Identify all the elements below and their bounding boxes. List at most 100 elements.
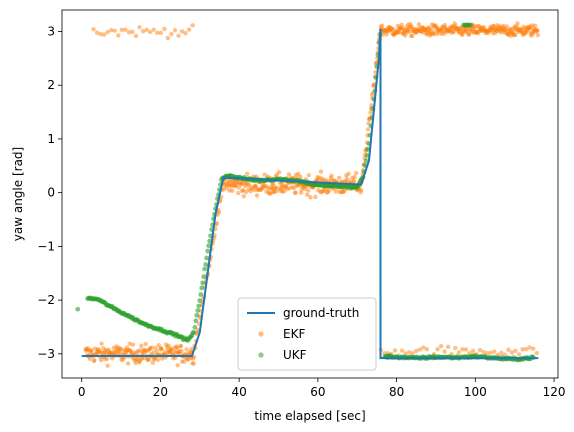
ekf-point — [516, 352, 522, 357]
ekf-point — [101, 32, 107, 37]
y-axis-label: yaw angle [rad] — [11, 147, 25, 241]
ekf-point — [176, 33, 181, 38]
ekf-point — [98, 358, 104, 363]
ekf-point — [99, 341, 104, 346]
ekf-point — [109, 27, 114, 33]
ekf-point — [291, 185, 297, 191]
ekf-point — [91, 27, 96, 32]
ukf-point — [191, 330, 197, 336]
ukf-point — [201, 274, 207, 280]
ukf-point — [204, 255, 210, 261]
x-axis-label: time elapsed [sec] — [254, 409, 365, 423]
plot-frame — [61, 9, 559, 379]
x-tick-label: 80 — [389, 385, 404, 399]
ekf-point — [140, 28, 146, 34]
ekf-point — [460, 32, 465, 37]
ukf-point — [206, 243, 212, 249]
ekf-point — [139, 343, 144, 349]
ekf-point — [293, 190, 298, 196]
ekf-point — [306, 172, 312, 178]
ekf-point — [155, 357, 161, 363]
ekf-point — [179, 29, 185, 34]
ekf-point — [333, 189, 339, 194]
ekf-point — [105, 363, 110, 368]
ekf-point — [513, 32, 518, 38]
ekf-point — [535, 27, 540, 33]
y-tick-label: 0 — [47, 186, 55, 200]
ekf-point — [262, 172, 267, 177]
ekf-point — [150, 360, 156, 365]
ekf-point — [116, 33, 121, 38]
ekf-point — [499, 350, 504, 356]
ekf-point — [92, 357, 97, 363]
ekf-point — [94, 30, 100, 35]
ekf-point — [186, 27, 192, 32]
ukf-point — [195, 308, 201, 313]
y-tick-label: −3 — [37, 347, 55, 361]
ekf-point — [126, 30, 132, 35]
ekf-point — [155, 30, 160, 36]
ukf-point — [198, 292, 204, 297]
ukf-point — [192, 325, 198, 330]
ekf-point — [165, 35, 171, 41]
ekf-point — [477, 348, 483, 353]
ekf-point — [390, 26, 396, 32]
ekf-point — [492, 349, 497, 354]
ground-truth-line — [81, 28, 539, 360]
ukf-point — [197, 298, 203, 304]
ekf-point — [298, 174, 303, 180]
ekf-point — [435, 346, 440, 352]
x-tick-label: 20 — [153, 385, 168, 399]
x-tick-label: 0 — [78, 385, 86, 399]
ekf-point — [532, 23, 538, 29]
ekf-point — [304, 192, 310, 197]
x-tick-label: 40 — [232, 385, 247, 399]
ekf-point — [407, 350, 412, 355]
ekf-point — [130, 29, 135, 35]
ekf-point — [98, 31, 103, 37]
ekf-point — [296, 171, 301, 177]
ekf-point — [463, 347, 469, 352]
ekf-point — [534, 350, 539, 356]
ekf-point — [484, 350, 490, 356]
ekf-point — [112, 28, 117, 33]
ekf-point — [247, 182, 252, 188]
ekf-point — [365, 127, 371, 132]
ekf-point — [137, 25, 142, 30]
ukf-point — [75, 306, 81, 312]
plot-area — [75, 21, 541, 368]
ekf-point — [298, 190, 304, 195]
ekf-point — [460, 347, 465, 352]
ekf-point — [509, 350, 515, 355]
ekf-point — [392, 348, 398, 353]
ekf-point — [351, 178, 357, 183]
ekf-point — [531, 346, 536, 351]
ukf-point — [202, 266, 208, 272]
legend-swatch-ukf — [258, 352, 264, 358]
ekf-point — [241, 194, 246, 199]
ukf-point — [363, 158, 369, 164]
ekf-point — [144, 27, 149, 33]
ekf-point — [169, 346, 174, 352]
ekf-point — [166, 343, 172, 349]
ekf-point — [414, 348, 419, 354]
ekf-point — [407, 29, 412, 34]
ekf-point — [87, 356, 93, 361]
ukf-point — [205, 248, 211, 254]
ekf-point — [399, 22, 404, 28]
ekf-point — [520, 347, 525, 352]
ekf-point — [286, 172, 292, 177]
ekf-point — [191, 361, 196, 366]
ekf-point — [313, 194, 318, 200]
ekf-point — [159, 346, 164, 351]
legend: ground-truth EKF UKF — [237, 297, 377, 371]
ekf-point — [151, 27, 156, 32]
ekf-point — [244, 171, 250, 176]
ekf-point — [162, 26, 167, 32]
legend-label: EKF — [283, 327, 305, 341]
ekf-point — [515, 21, 520, 26]
ekf-point — [354, 170, 359, 176]
ekf-point — [513, 348, 518, 353]
x-tick-label: 100 — [464, 385, 487, 399]
ukf-point — [468, 22, 474, 28]
